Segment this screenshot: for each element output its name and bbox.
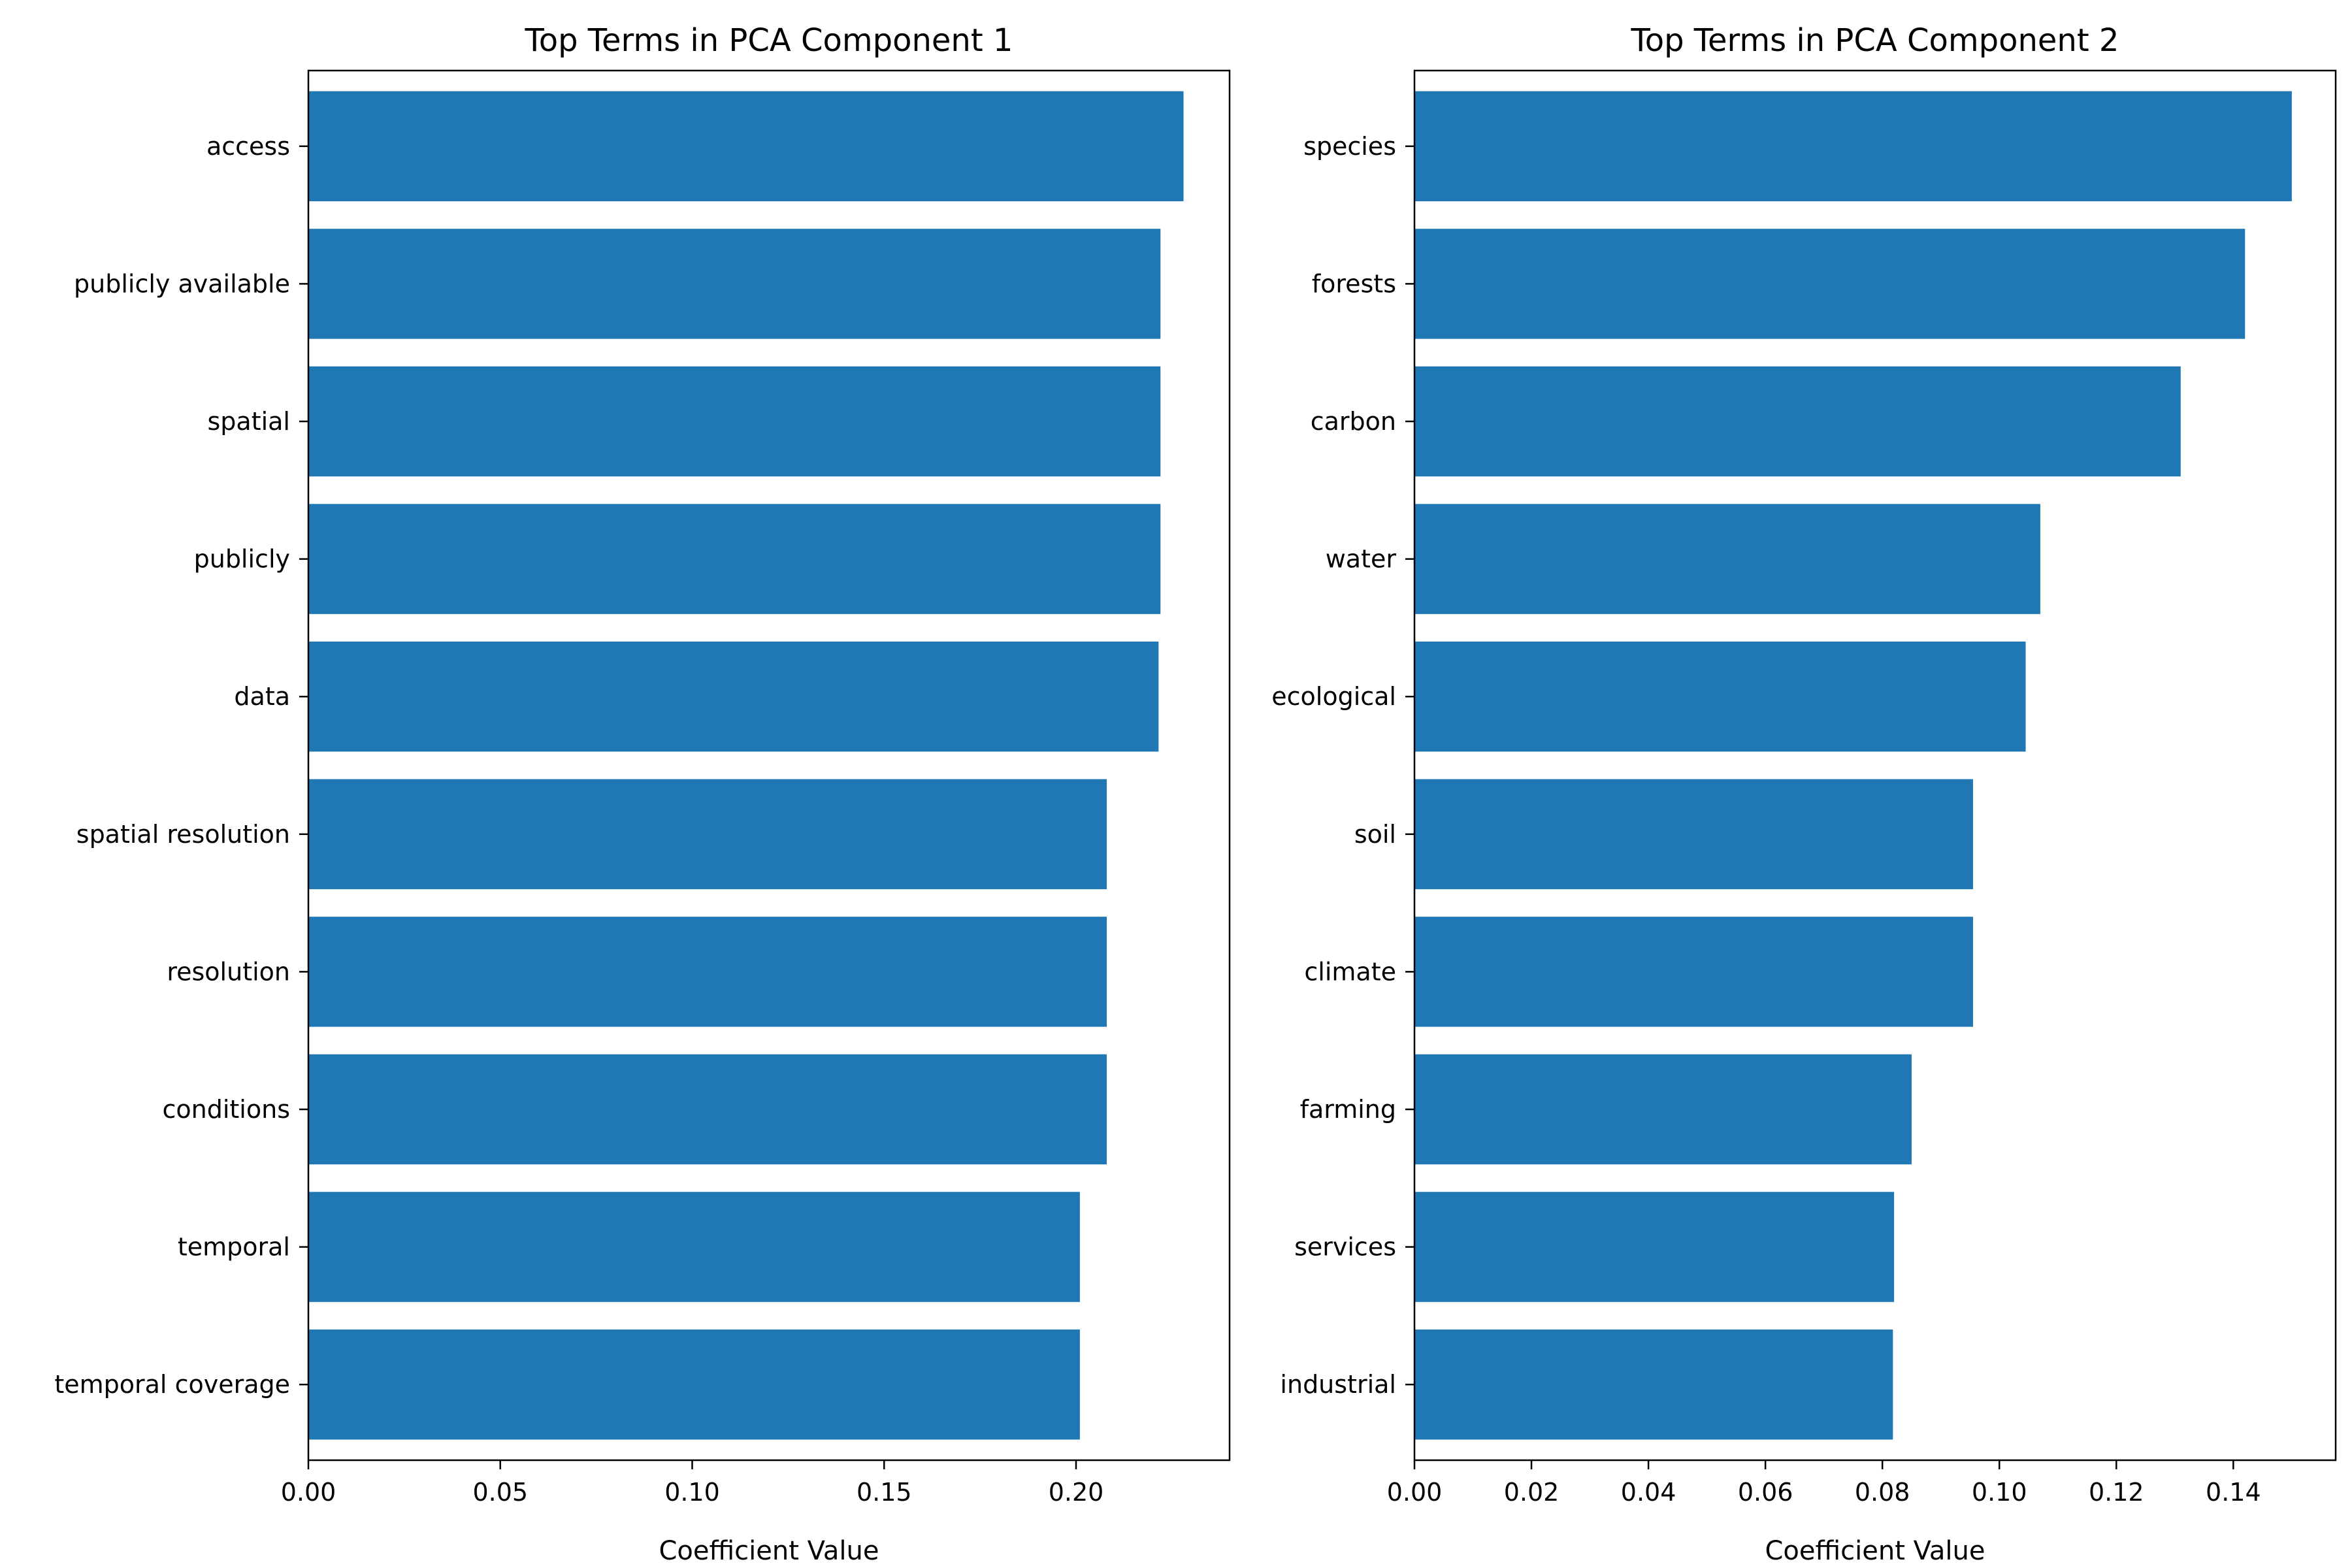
bar <box>1414 1192 1895 1302</box>
y-axis-ticks: species forests carbon water ecological soil c… <box>1271 132 1414 1399</box>
x-tick-label: 0.14 <box>2206 1478 2261 1507</box>
bar <box>1414 1329 1893 1440</box>
y-tick-label: carbon <box>1311 407 1396 436</box>
x-tick-label: 0.20 <box>1049 1478 1104 1507</box>
y-tick-label: temporal <box>178 1233 290 1262</box>
y-tick-label: forests <box>1312 269 1396 298</box>
x-tick-label: 0.15 <box>857 1478 912 1507</box>
y-tick-label: spatial resolution <box>76 820 290 849</box>
chart-title: Top Terms in PCA Component 1 <box>525 22 1013 59</box>
y-tick-label: water <box>1326 545 1397 574</box>
bar-group <box>1414 91 2292 1440</box>
x-tick-label: 0.00 <box>1387 1478 1443 1507</box>
plot-frame <box>307 69 1231 1462</box>
bar <box>1414 366 2181 477</box>
bar <box>1414 91 2292 202</box>
bar <box>308 779 1107 890</box>
y-axis-ticks: access publicly available spatial publicly d… <box>54 132 308 1399</box>
bar <box>308 1192 1080 1302</box>
y-tick-label: species <box>1303 132 1396 161</box>
x-axis-label: Coefficient Value <box>659 1536 879 1566</box>
bar <box>308 1054 1107 1165</box>
bar <box>1414 641 2026 752</box>
plot-frame <box>1413 69 2337 1462</box>
bar <box>308 366 1161 477</box>
bar <box>1414 917 1973 1027</box>
x-tick-label: 0.08 <box>1855 1478 1910 1507</box>
x-tick-label: 0.02 <box>1504 1478 1560 1507</box>
bar <box>1414 504 2040 614</box>
x-axis-ticks: 0.00 0.02 0.04 0.06 0.08 0.10 0.12 0.14 <box>1387 1460 2261 1507</box>
x-tick-label: 0.10 <box>664 1478 720 1507</box>
chart-title: Top Terms in PCA Component 2 <box>1631 22 2119 59</box>
bar <box>1414 779 1973 890</box>
y-tick-label: temporal coverage <box>54 1370 290 1399</box>
x-tick-label: 0.06 <box>1738 1478 1793 1507</box>
bar-group <box>308 91 1184 1440</box>
y-tick-label: data <box>234 682 290 711</box>
y-tick-label: access <box>206 132 290 161</box>
x-tick-label: 0.10 <box>1972 1478 2027 1507</box>
bar <box>308 1329 1080 1440</box>
x-tick-label: 0.04 <box>1621 1478 1676 1507</box>
x-tick-label: 0.12 <box>2089 1478 2144 1507</box>
y-tick-label: ecological <box>1271 682 1396 711</box>
y-tick-label: services <box>1294 1233 1396 1262</box>
x-axis-label: Coefficient Value <box>1765 1536 1985 1566</box>
y-tick-label: industrial <box>1280 1370 1396 1399</box>
y-tick-label: soil <box>1354 820 1396 849</box>
y-tick-label: publicly <box>194 545 290 574</box>
y-tick-label: farming <box>1300 1095 1396 1124</box>
y-tick-label: spatial <box>207 407 290 436</box>
bar <box>308 504 1161 614</box>
y-tick-label: publicly available <box>74 269 290 298</box>
y-tick-label: resolution <box>167 957 290 986</box>
bar <box>1414 229 2246 339</box>
bar <box>308 641 1159 752</box>
chart-panel-component-2: Top Terms in PCA Component 2 species fore… <box>1271 22 2337 1566</box>
x-axis-ticks: 0.00 0.05 0.10 0.15 0.20 <box>281 1460 1104 1507</box>
chart-panel-component-1: Top Terms in PCA Component 1 access publi… <box>54 22 1231 1566</box>
bar <box>308 91 1184 202</box>
x-tick-label: 0.05 <box>472 1478 528 1507</box>
y-tick-label: conditions <box>163 1095 291 1124</box>
x-tick-label: 0.00 <box>281 1478 336 1507</box>
y-tick-label: climate <box>1304 957 1396 986</box>
bar <box>308 917 1107 1027</box>
bar <box>308 229 1161 339</box>
bar <box>1414 1054 1912 1165</box>
